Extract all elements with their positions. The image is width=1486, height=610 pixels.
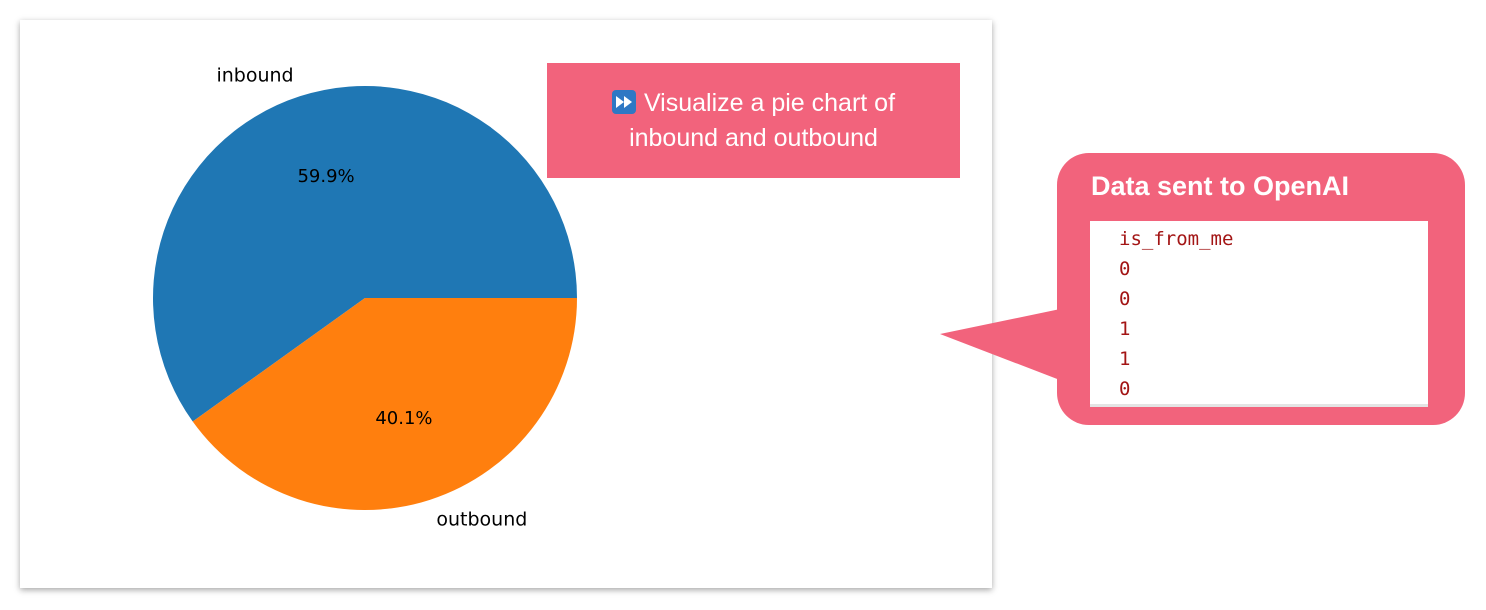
table-header: is_from_me [1119,228,1234,250]
prompt-text-line-2: inbound and outbound [629,123,878,152]
bubble-title: Data sent to OpenAI [1091,171,1350,201]
bubble-tail [940,308,1065,382]
fast-forward-icon [611,89,636,114]
prompt-line-1: Visualize a pie chart of [611,86,896,121]
table-cell: 0 [1119,378,1131,400]
table-cell: 0 [1119,288,1131,310]
prompt-box: Visualize a pie chart of inbound and out… [547,63,960,178]
pie-chart: inbound 59.9% outbound 40.1% [153,64,577,531]
chart-panel: inbound 59.9% outbound 40.1% Visualize a pi… [20,20,992,588]
table-cell: 1 [1119,348,1131,370]
table-cell: 1 [1119,318,1131,340]
data-table: is_from_me 0 0 1 1 0 [1090,221,1428,407]
pie-slice-outbound [192,298,577,510]
pie-slice-inbound [153,86,577,422]
slice-label-outbound: outbound [436,509,527,531]
slice-percent-inbound: 59.9% [297,166,354,187]
slice-percent-outbound: 40.1% [375,408,432,429]
data-bubble: Data sent to OpenAI is_from_me 0 0 1 1 0 [1057,153,1465,425]
table-cell: 0 [1119,258,1131,280]
slice-label-inbound: inbound [216,64,293,86]
prompt-text-line-1: Visualize a pie chart of [643,88,896,117]
